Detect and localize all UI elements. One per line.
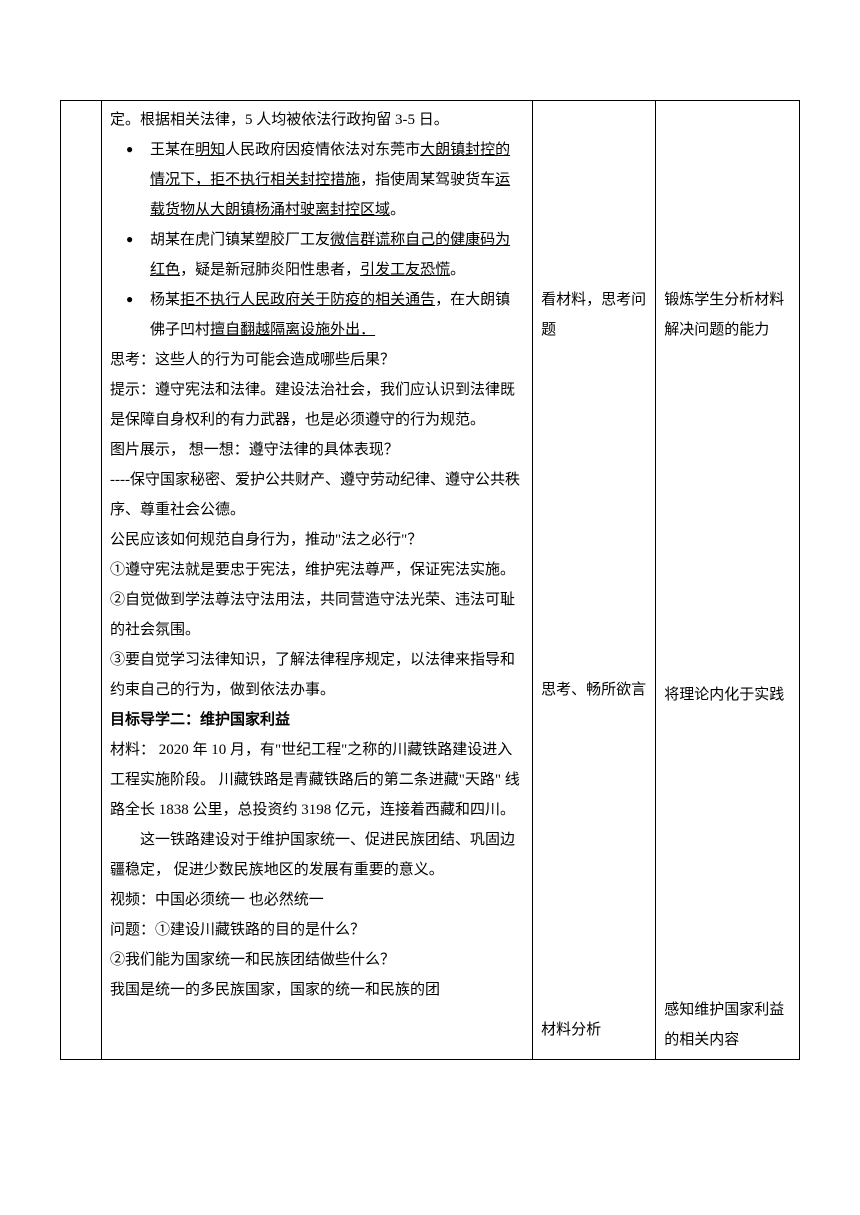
spacer xyxy=(541,705,647,1015)
image-show: 图片展示， 想一想：遵守法律的具体表现？ xyxy=(110,435,524,465)
purpose-cell: 锻炼学生分析材料解决问题的能力 将理论内化于实践 感知维护国家利益的相关内容 xyxy=(656,101,800,1060)
spacer xyxy=(664,345,791,680)
bullet-list: 王某在明知人民政府因疫情依法对东莞市大朗镇封控的情况下，拒不执行相关封控措施，指… xyxy=(110,135,524,345)
think-question: 思考：这些人的行为可能会造成哪些后果？ xyxy=(110,345,524,375)
lesson-table: 定。根据相关法律，5 人均被依法行政拘留 3-5 日。 王某在明知人民政府因疫情… xyxy=(60,100,800,1060)
question-2: ②我们能为国家统一和民族团结做些什么？ xyxy=(110,945,524,975)
activity-1: 看材料，思考问题 xyxy=(541,285,647,345)
point-1: ①遵守宪法就是要忠于宪法，维护宪法尊严，保证宪法实施。 xyxy=(110,555,524,585)
bullet-item-3: 杨某拒不执行人民政府关于防疫的相关通告，在大朗镇佛子凹村擅自翻越隔离设施外出． xyxy=(146,285,524,345)
target-2-title: 目标导学二：维护国家利益 xyxy=(110,705,524,735)
page-container: 定。根据相关法律，5 人均被依法行政拘留 3-5 日。 王某在明知人民政府因疫情… xyxy=(0,0,860,1120)
activity-2: 思考、畅所欲言 xyxy=(541,675,647,705)
dashed-line: ----保守国家秘密、爱护公共财产、遵守劳动纪律、遵守公共秩序、尊重社会公德。 xyxy=(110,465,524,525)
railway-para: 这一铁路建设对于维护国家统一、促进民族团结、巩固边疆稳定， 促进少数民族地区的发… xyxy=(110,825,524,885)
question-1: 问题：①建设川藏铁路的目的是什么？ xyxy=(110,915,524,945)
material-text: 材料： 2020 年 10 月，有"世纪工程"之称的川藏铁路建设进入工程实施阶段… xyxy=(110,735,524,825)
line-intro: 定。根据相关法律，5 人均被依法行政拘留 3-5 日。 xyxy=(110,105,524,135)
point-2: ②自觉做到学法尊法守法用法，共同营造守法光荣、违法可耻的社会氛围。 xyxy=(110,585,524,645)
citizen-question: 公民应该如何规范自身行为，推动"法之必行"？ xyxy=(110,525,524,555)
video-line: 视频：中国必须统一 也必然统一 xyxy=(110,885,524,915)
content-cell: 定。根据相关法律，5 人均被依法行政拘留 3-5 日。 王某在明知人民政府因疫情… xyxy=(102,101,533,1060)
spacer xyxy=(541,345,647,675)
spacer xyxy=(541,105,647,285)
purpose-2: 将理论内化于实践 xyxy=(664,680,791,710)
section-cell xyxy=(61,101,102,1060)
spacer xyxy=(664,710,791,995)
spacer xyxy=(664,105,791,285)
last-line: 我国是统一的多民族国家，国家的统一和民族的团 xyxy=(110,975,524,1005)
purpose-3: 感知维护国家利益的相关内容 xyxy=(664,995,791,1055)
activity-3: 材料分析 xyxy=(541,1015,647,1045)
purpose-1: 锻炼学生分析材料解决问题的能力 xyxy=(664,285,791,345)
bullet-item-1: 王某在明知人民政府因疫情依法对东莞市大朗镇封控的情况下，拒不执行相关封控措施，指… xyxy=(146,135,524,225)
activity-cell: 看材料，思考问题 思考、畅所欲言 材料分析 xyxy=(533,101,656,1060)
hint-text: 提示：遵守宪法和法律。建设法治社会，我们应认识到法律既是保障自身权利的有力武器，… xyxy=(110,375,524,435)
point-3: ③要自觉学习法律知识，了解法律程序规定，以法律来指导和约束自己的行为，做到依法办… xyxy=(110,645,524,705)
bullet-item-2: 胡某在虎门镇某塑胶厂工友微信群谎称自己的健康码为红色，疑是新冠肺炎阳性患者，引发… xyxy=(146,225,524,285)
